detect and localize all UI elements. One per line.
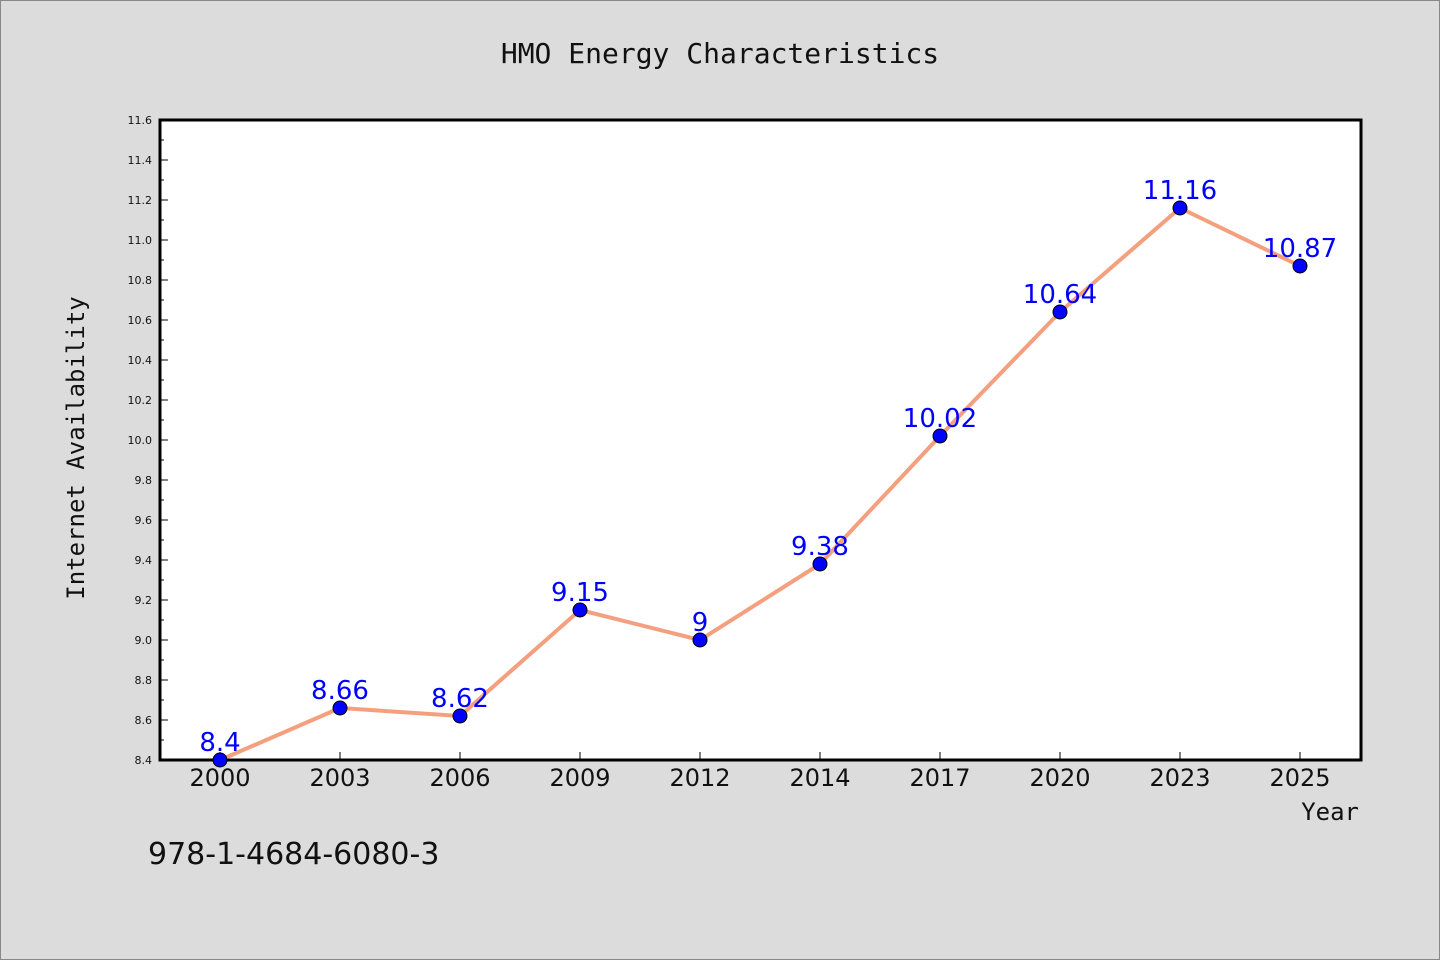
data-label: 10.87 [1263, 234, 1337, 264]
data-label: 8.62 [431, 684, 489, 714]
chart-title: HMO Energy Characteristics [501, 37, 939, 70]
x-tick-label: 2003 [309, 764, 370, 792]
x-axis-label: Year [1301, 798, 1359, 826]
plot-area [158, 118, 1363, 762]
y-tick-label: 10.6 [128, 314, 153, 327]
y-tick-label: 10.0 [128, 434, 153, 447]
data-point [812, 556, 828, 572]
x-tick-label: 2025 [1269, 764, 1330, 792]
series-line [218, 206, 1302, 762]
y-axis-label: Internet Availability [62, 296, 90, 599]
y-tick-label: 11.6 [128, 114, 153, 127]
data-label: 8.66 [311, 676, 369, 706]
x-tick-label: 2009 [549, 764, 610, 792]
data-point [332, 700, 348, 716]
x-tick-label: 2000 [189, 764, 250, 792]
y-tick-label: 10.2 [128, 394, 153, 407]
y-tick-label: 9.2 [135, 594, 153, 607]
y-tick-label: 10.8 [128, 274, 153, 287]
x-axis: 2000 2003 2006 2009 2012 2014 2017 2020 2023 2025 [189, 752, 1331, 792]
data-point [932, 428, 948, 444]
x-tick-label: 2012 [669, 764, 730, 792]
y-tick-label: 8.6 [135, 714, 153, 727]
data-label: 9.15 [551, 578, 609, 608]
y-tick-label: 9.8 [135, 474, 153, 487]
data-label: 10.64 [1023, 280, 1097, 310]
data-label: 9 [692, 608, 709, 638]
data-point [1292, 258, 1308, 274]
y-tick-label: 9.0 [135, 634, 153, 647]
y-tick-label: 11.0 [128, 234, 153, 247]
data-point [572, 602, 588, 618]
x-tick-label: 2023 [1149, 764, 1210, 792]
y-axis: 8.4 8.6 8.8 9.0 9.2 9.4 9.6 9.8 10.0 10.2 10.4 10.6… [128, 114, 168, 767]
x-tick-label: 2006 [429, 764, 490, 792]
y-tick-label: 8.8 [135, 674, 153, 687]
isbn-annotation: 978-1-4684-6080-3 [148, 837, 439, 872]
y-tick-label: 9.4 [135, 554, 153, 567]
y-tick-label: 8.4 [135, 754, 153, 767]
data-point [1172, 200, 1188, 216]
x-tick-label: 2020 [1029, 764, 1090, 792]
data-point [1052, 304, 1068, 320]
y-tick-label: 9.6 [135, 514, 153, 527]
series: 8.4 8.66 8.62 9.15 9 9.38 10.02 10.64 11.16 10.87 [199, 176, 1337, 768]
data-point [452, 708, 468, 724]
x-tick-label: 2014 [789, 764, 850, 792]
data-label: 8.4 [199, 728, 240, 758]
y-tick-label: 11.4 [128, 154, 153, 167]
data-point [212, 752, 228, 768]
data-point [692, 632, 708, 648]
data-label: 11.16 [1143, 176, 1217, 206]
data-label: 9.38 [791, 532, 849, 562]
y-tick-label: 11.2 [128, 194, 153, 207]
data-label: 10.02 [903, 404, 977, 434]
x-tick-label: 2017 [909, 764, 970, 792]
y-tick-label: 10.4 [128, 354, 153, 367]
